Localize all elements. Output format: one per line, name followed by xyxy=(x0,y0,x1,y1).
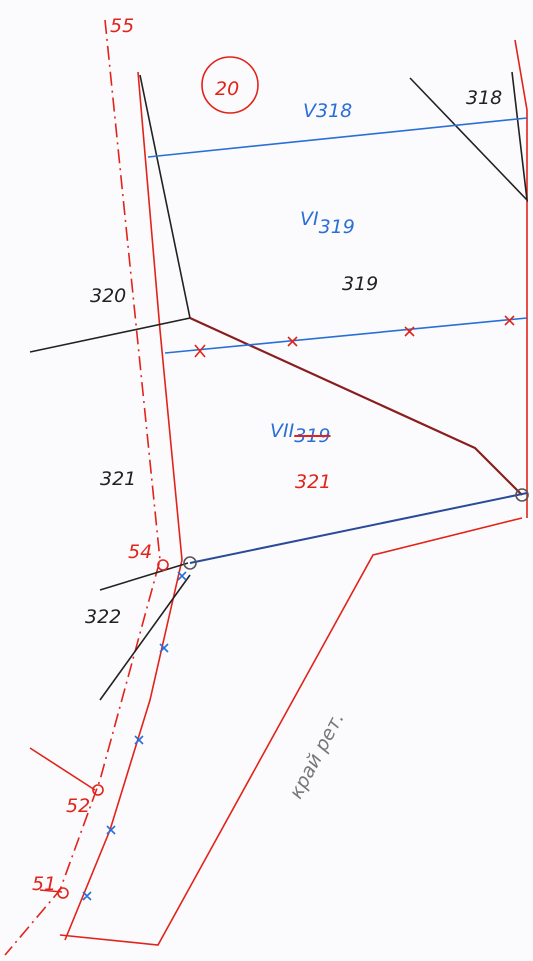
section-label: 320 xyxy=(90,285,126,307)
station-label: 51 xyxy=(32,873,56,895)
station-label: 52 xyxy=(66,795,90,817)
number: 318 xyxy=(316,100,352,122)
section-label: 322 xyxy=(85,606,121,628)
station-label: 54 xyxy=(128,541,152,563)
section-label: 321 xyxy=(100,468,136,490)
sketch-map: 55 20 V318 318 VI319 319 320 VII319 321 … xyxy=(0,0,533,961)
sheet-number: 20 xyxy=(215,78,239,100)
section-label: 319 xyxy=(342,273,378,295)
section-label: 318 xyxy=(466,87,502,109)
roman: VII xyxy=(270,420,295,442)
new-number: 321 xyxy=(295,471,331,493)
compartment-label: V318 xyxy=(303,100,352,122)
number: 319 xyxy=(319,216,355,238)
roman: VI xyxy=(300,208,319,230)
station-label: 55 xyxy=(110,15,134,37)
